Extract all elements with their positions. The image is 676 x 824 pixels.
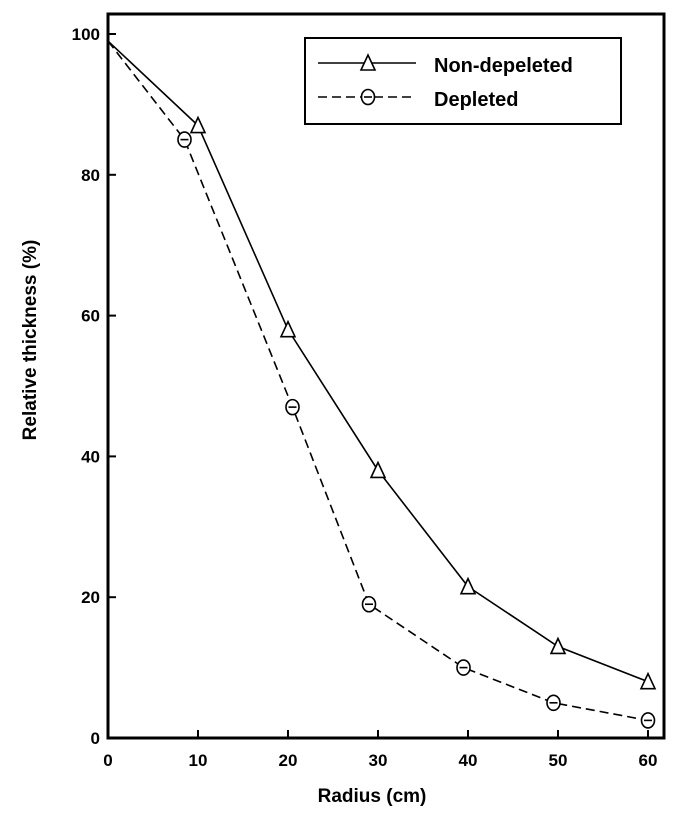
x-tick-label: 40 [459,751,478,770]
circle-theta-marker [177,131,192,148]
circle-theta-marker [640,712,656,729]
x-tick-label: 30 [369,751,388,770]
triangle-marker [369,460,387,479]
triangle-marker [549,636,567,655]
x-axis: 0 10 20 30 40 50 60 [103,730,657,770]
triangle-marker [189,115,207,134]
circle-theta-marker [546,694,561,712]
y-tick-label: 20 [81,588,100,607]
plot-area [106,12,666,740]
triangle-marker [459,576,477,595]
y-tick-label: 60 [81,307,100,326]
legend-box [304,37,622,125]
y-axis-title: Relative thickness (%) [20,240,41,441]
x-tick-label: 50 [549,751,568,770]
x-tick-label: 10 [189,751,208,770]
x-tick-label: 20 [279,751,298,770]
y-tick-label: 100 [72,25,100,44]
triangle-marker [639,671,657,690]
circle-theta-marker [285,398,300,416]
legend-items [318,53,416,106]
legend: Non-depeleted Depleted [304,37,622,125]
triangle-marker [279,319,297,338]
legend-label-depleted: Depleted [434,89,518,111]
x-axis-title: Radius (cm) [318,786,427,807]
series-depleted [107,40,656,729]
legend-label-non-depleted: Non-depeleted [434,55,573,77]
x-tick-label: 0 [103,751,112,770]
y-tick-label: 0 [91,729,100,748]
y-tick-label: 80 [81,166,100,185]
circle-theta-marker [456,659,471,676]
series-layer [107,40,657,729]
triangle-marker [359,53,377,71]
circle-theta-marker [361,595,377,613]
y-tick-label: 40 [81,447,100,466]
x-tick-label: 60 [639,751,658,770]
circle-theta-marker [360,88,376,106]
series-non-depleted [107,40,657,690]
y-axis: 0 20 40 60 80 100 [72,25,116,748]
